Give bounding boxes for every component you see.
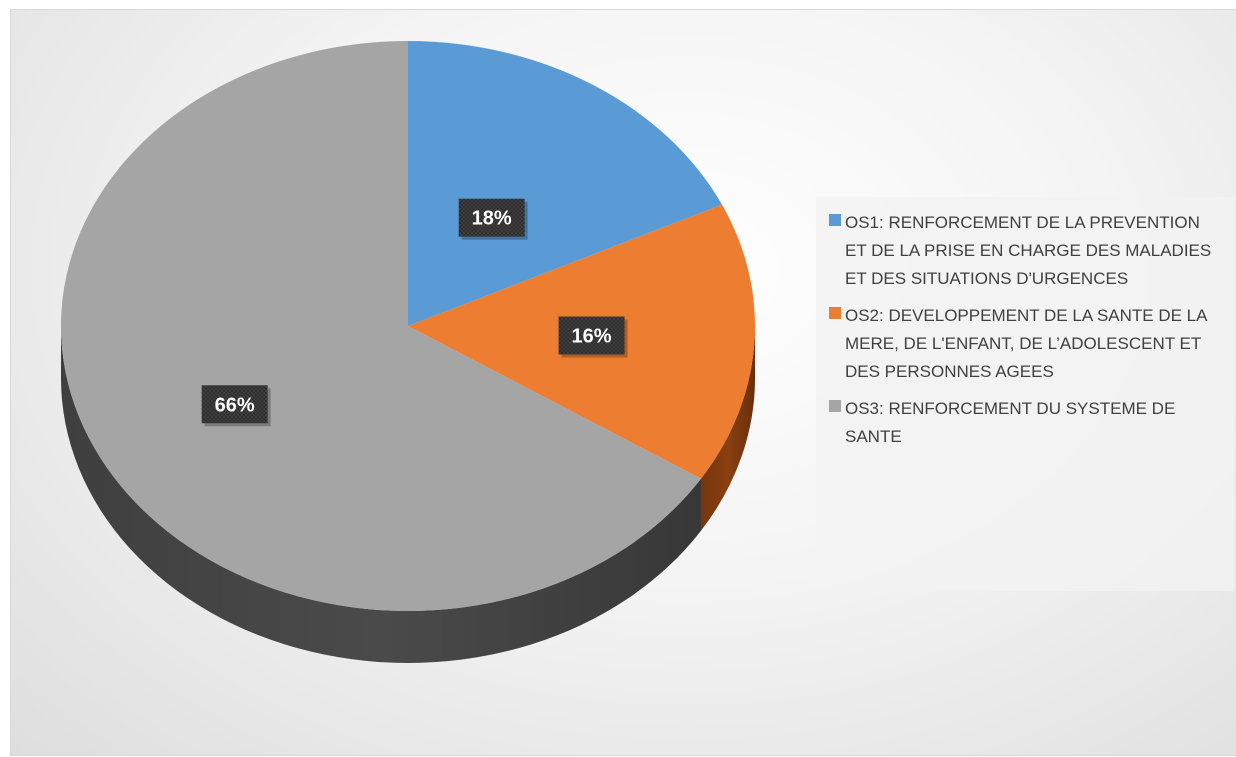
legend: OS1: RENFORCEMENT DE LA PREVENTION ET DE… [816,197,1234,591]
data-label-os1: 18% [458,198,528,240]
legend-item-os3: OS3: RENFORCEMENT DU SYSTEME DE SANTE [829,395,1222,451]
legend-swatch-os1 [829,214,841,226]
legend-label-os1: OS1: RENFORCEMENT DE LA PREVENTION ET DE… [845,213,1212,288]
data-label-box-os3 [201,385,268,424]
pie-tops [60,41,755,612]
pie-side-os3 [61,326,701,663]
data-label-text-os1: 18% [472,208,512,230]
data-label-text-os3: 66% [215,394,255,416]
chart-area: 18% 16% 66% OS1: RENFORCEMENT DE LA PREVEN… [10,9,1236,756]
legend-label-os3: OS3: RENFORCEMENT DU SYSTEME DE SANTE [845,399,1176,446]
pie-sides [61,326,755,663]
data-label-box-os2 [558,316,625,355]
pie-slice-os3 [60,41,701,612]
legend-swatch-os2 [829,307,841,319]
data-label-os2: 16% [558,316,628,358]
pie-data-labels: 18% 16% 66% [201,198,628,427]
data-label-os3: 66% [201,385,271,427]
data-label-text-os2: 16% [572,325,612,347]
legend-item-os2: OS2: DEVELOPPEMENT DE LA SANTE DE LA MER… [829,302,1222,386]
pie-side-os2 [700,326,755,531]
legend-swatch-os3 [829,400,841,412]
pie-chart: 18% 16% 66% [60,41,755,663]
legend-item-os1: OS1: RENFORCEMENT DE LA PREVENTION ET DE… [829,209,1222,293]
data-label-box-os1 [458,198,525,237]
legend-label-os2: OS2: DEVELOPPEMENT DE LA SANTE DE LA MER… [845,306,1207,381]
pie-slice-os1 [408,41,722,326]
